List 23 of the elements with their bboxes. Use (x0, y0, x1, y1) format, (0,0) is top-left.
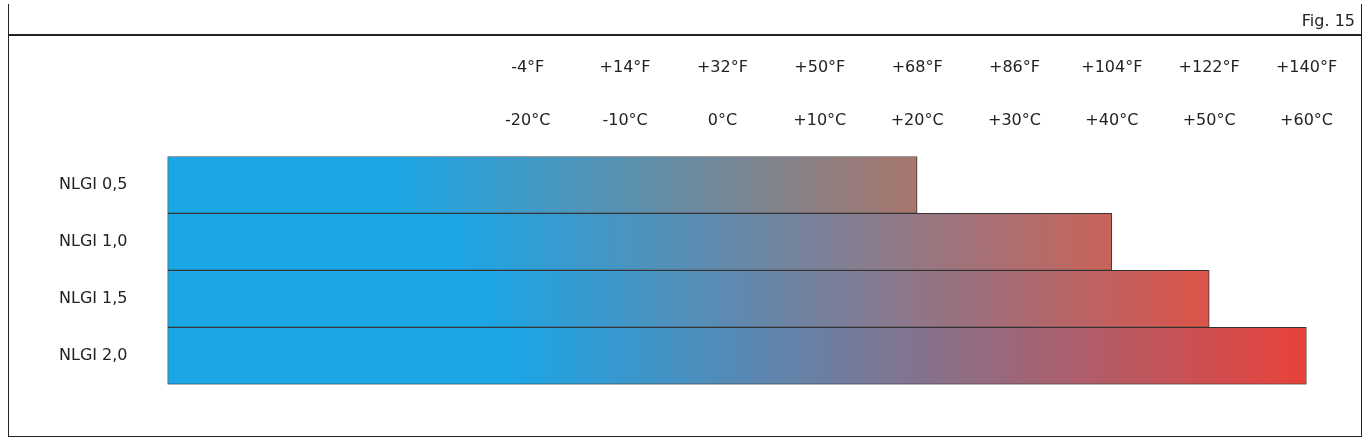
x2-tick-label: +32°F (696, 56, 748, 76)
chart-title: Fig. 15 (9, 4, 1361, 36)
x-tick-label: +40°C (1085, 109, 1139, 129)
x2-tick-label: +140°F (1275, 56, 1338, 76)
x-tick-label: +50°C (1182, 109, 1236, 129)
x-tick-label: +10°C (793, 109, 847, 129)
x-tick-label: +60°C (1280, 109, 1333, 129)
x2-tick-label: +68°F (891, 56, 943, 76)
x2-tick-label: +14°F (599, 56, 651, 76)
x2-tick-label: +122°F (1178, 56, 1240, 76)
x-tick-label: -10°C (602, 109, 648, 129)
x2-tick-label: +104°F (1081, 56, 1143, 76)
y-tick-label: NLGI 2,0 (59, 345, 128, 365)
x-tick-label: +20°C (890, 109, 944, 129)
x2-tick-label: +86°F (989, 56, 1040, 76)
x2-tick-label: +50°F (794, 56, 846, 76)
y-tick-label: NLGI 1,0 (59, 231, 128, 251)
x2-tick-label: -4°F (511, 56, 545, 76)
x-tick-label: 0°C (707, 109, 738, 129)
y-tick-label: NLGI 1,5 (59, 288, 128, 308)
x-tick-label: +30°C (988, 109, 1041, 129)
x-tick-label: -20°C (505, 109, 551, 129)
y-tick-label: NLGI 0,5 (59, 174, 128, 194)
